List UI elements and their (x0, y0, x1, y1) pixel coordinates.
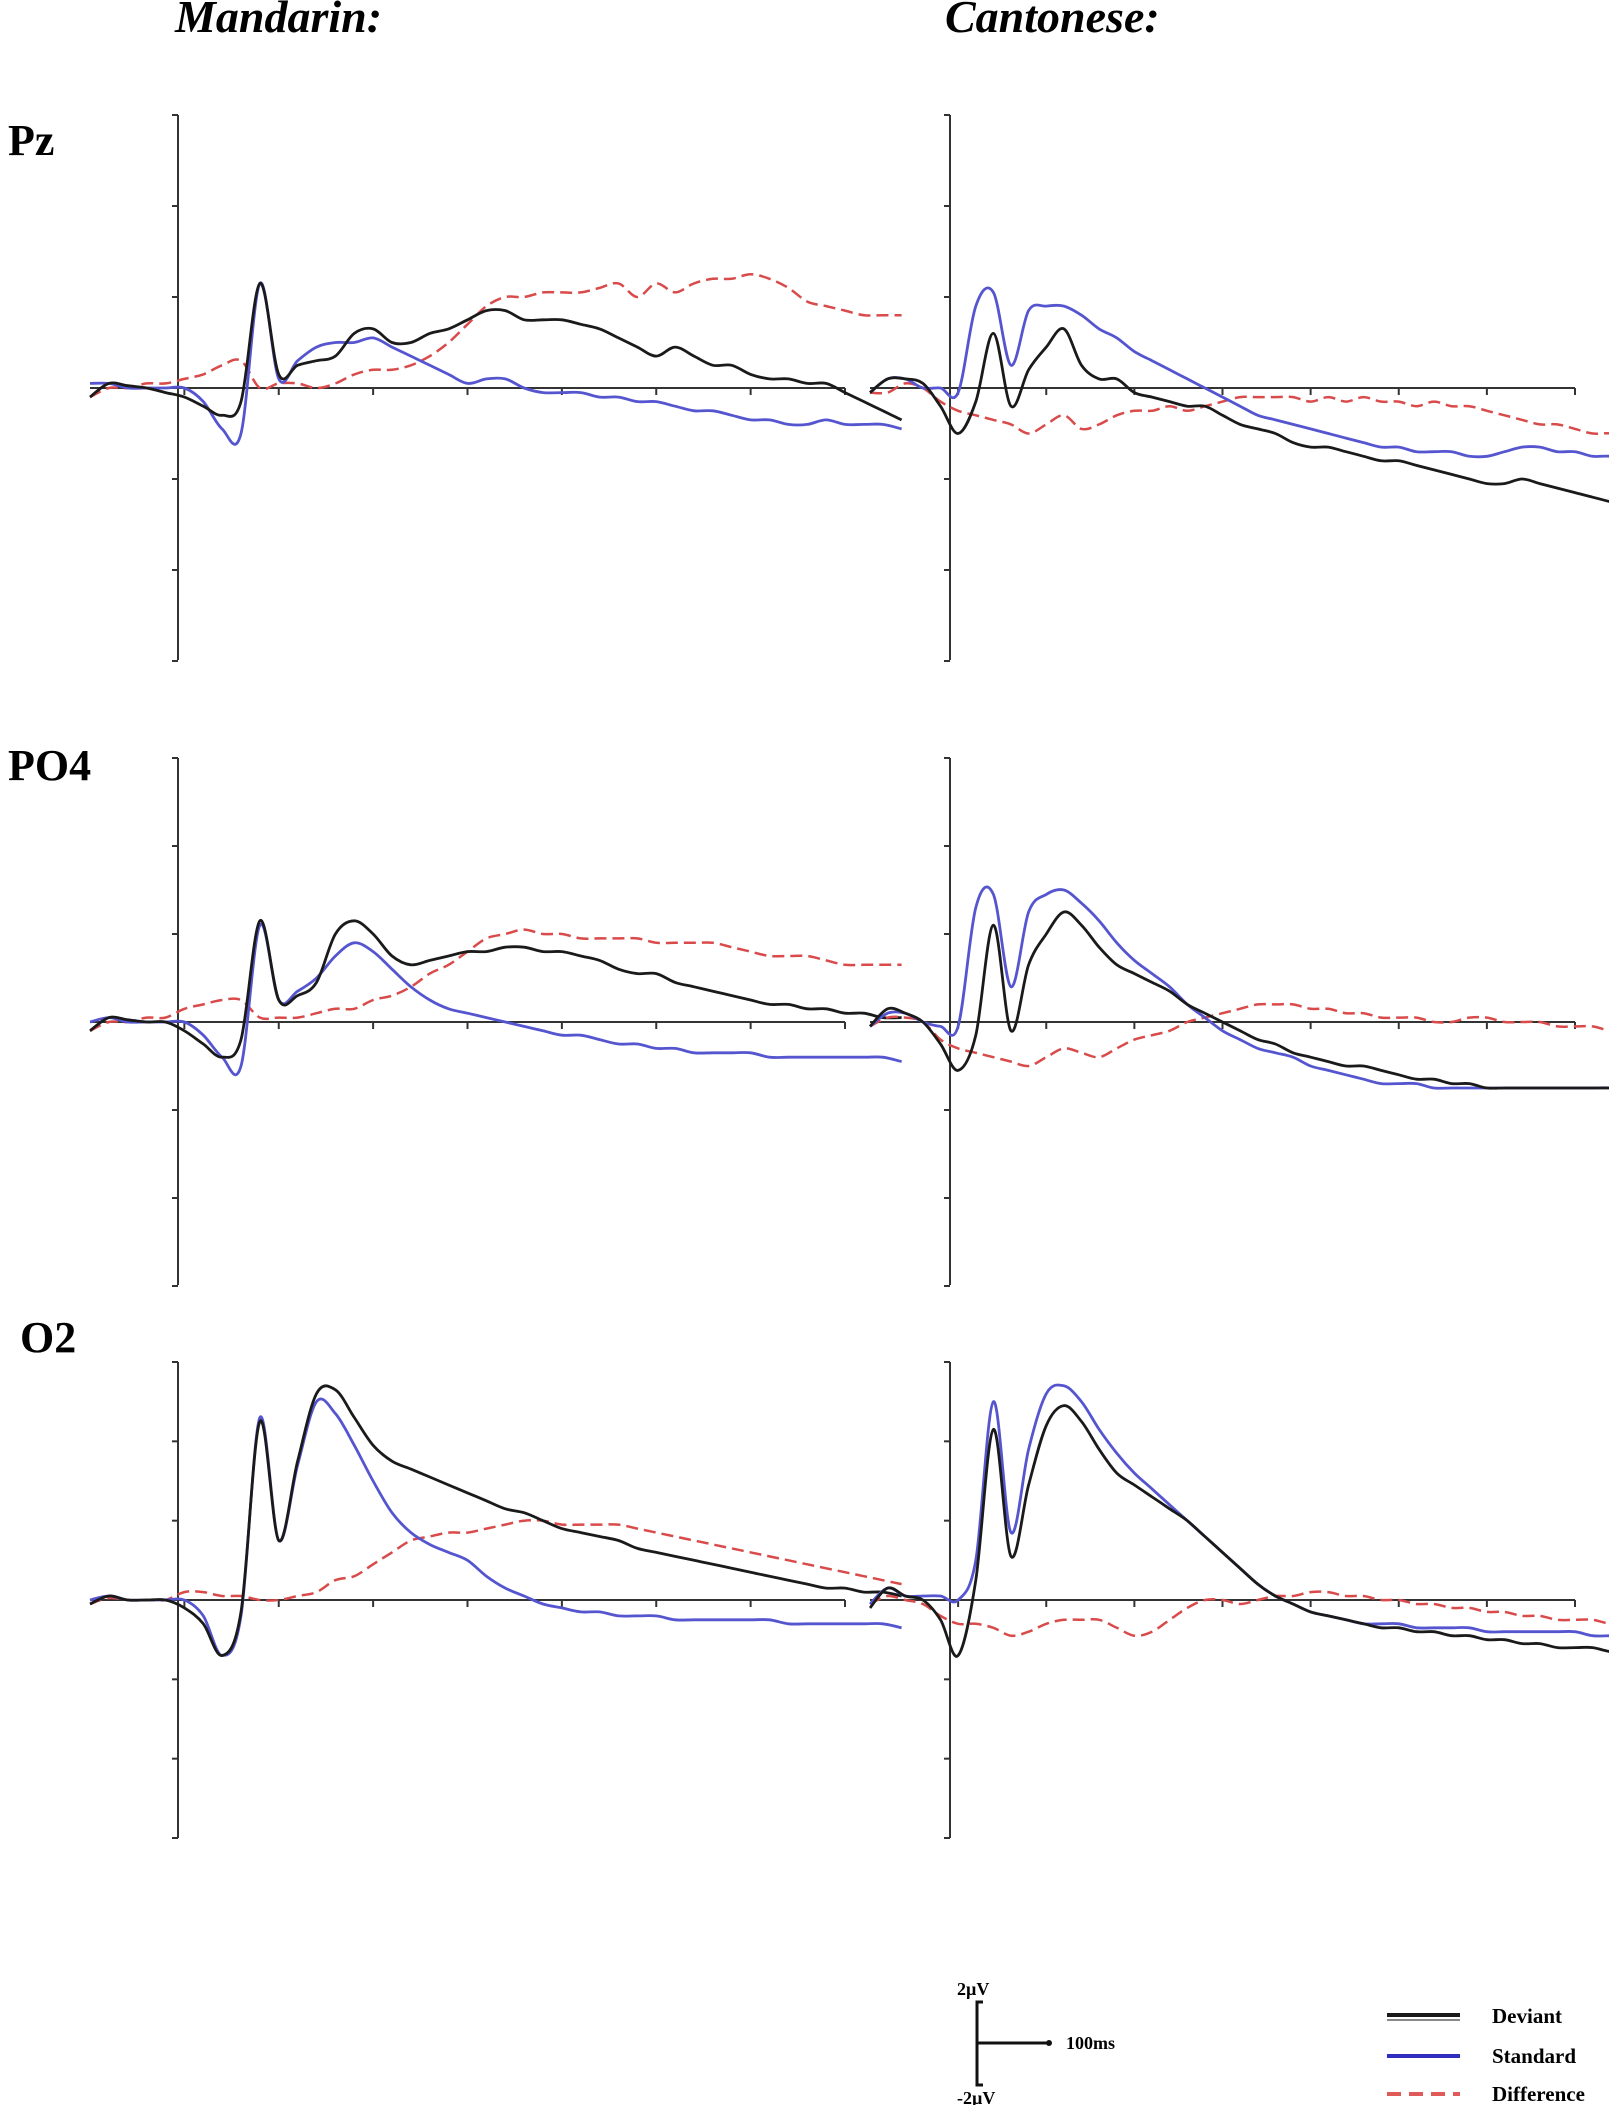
series-difference-cantonese-pz (869, 382, 1609, 435)
row-label-pz: Pz (8, 116, 54, 165)
panel-mandarin-pz (89, 114, 903, 662)
column-title-mandarin: Mandarin: (174, 0, 382, 42)
series-deviant-mandarin-po4 (89, 919, 902, 1059)
scale-top-label: 2µV (957, 1979, 989, 1999)
legend-label-standard: Standard (1492, 2044, 1576, 2068)
legend: Deviant Standard Difference (1387, 2004, 1585, 2106)
series-standard-mandarin-po4 (89, 922, 902, 1077)
series-standard-cantonese-pz (869, 286, 1609, 459)
panel-cantonese-po4 (868, 757, 1609, 1287)
series-standard-cantonese-o2 (868, 1383, 1609, 1638)
series-difference-cantonese-po4 (869, 1002, 1609, 1068)
series-deviant-cantonese-po4 (868, 910, 1609, 1090)
series-deviant-cantonese-o2 (868, 1404, 1609, 1658)
panel-mandarin-po4 (89, 757, 902, 1287)
series-difference-mandarin-o2 (89, 1518, 902, 1606)
scale-time-label: 100ms (1066, 2033, 1115, 2053)
panels-group (89, 114, 1609, 1839)
series-difference-mandarin-po4 (89, 928, 902, 1032)
panel-mandarin-o2 (89, 1361, 902, 1839)
series-standard-cantonese-po4 (869, 885, 1609, 1090)
scale-bar-end-dot (1046, 2040, 1052, 2046)
panel-cantonese-pz (869, 114, 1609, 662)
column-title-cantonese: Cantonese: (945, 0, 1160, 42)
series-difference-cantonese-o2 (869, 1590, 1609, 1638)
scale-bar: 2µV -2µV 100ms (957, 1979, 1115, 2108)
scale-bottom-label: -2µV (957, 2088, 995, 2105)
series-deviant-cantonese-pz (869, 327, 1609, 503)
series-deviant-mandarin-pz (89, 281, 903, 422)
legend-label-deviant: Deviant (1492, 2004, 1562, 2028)
row-label-o2: O2 (20, 1313, 76, 1362)
legend-label-difference: Difference (1492, 2082, 1585, 2105)
series-standard-mandarin-pz (89, 281, 902, 446)
series-deviant-mandarin-o2 (89, 1384, 902, 1657)
panel-cantonese-o2 (868, 1361, 1609, 1839)
series-difference-mandarin-pz (89, 273, 902, 399)
row-label-po4: PO4 (8, 741, 91, 790)
series-standard-mandarin-o2 (89, 1397, 902, 1657)
